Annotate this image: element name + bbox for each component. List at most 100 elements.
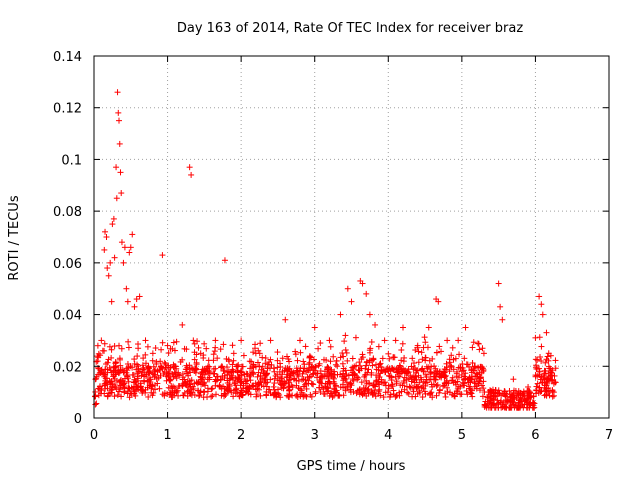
data-point: [438, 374, 445, 381]
data-point: [390, 387, 397, 394]
data-point: [552, 365, 559, 372]
data-point: [457, 365, 464, 372]
data-point: [454, 368, 461, 375]
data-point: [177, 358, 184, 365]
data-point: [349, 355, 356, 362]
data-point: [479, 382, 486, 389]
data-point: [136, 293, 143, 300]
data-point: [324, 363, 331, 370]
data-point: [118, 190, 125, 197]
data-point: [117, 356, 124, 363]
data-point: [113, 195, 120, 202]
data-point: [435, 298, 442, 305]
data-point: [135, 345, 142, 352]
data-point: [127, 244, 134, 251]
data-point: [436, 373, 443, 380]
data-point: [165, 384, 172, 391]
data-point: [92, 393, 99, 400]
data-point: [508, 397, 515, 404]
data-point: [294, 391, 301, 398]
data-point: [113, 164, 120, 171]
data-point: [398, 368, 405, 375]
data-point: [190, 337, 197, 344]
x-tick-label: 7: [605, 428, 613, 443]
data-point: [118, 345, 125, 352]
data-point: [117, 169, 124, 176]
data-point: [130, 383, 137, 390]
data-point: [442, 390, 449, 397]
data-point: [175, 383, 182, 390]
data-point: [257, 372, 264, 379]
data-point: [355, 374, 362, 381]
data-point: [189, 389, 196, 396]
data-point: [360, 390, 367, 397]
data-point: [234, 369, 241, 376]
data-point: [224, 369, 231, 376]
data-point: [416, 387, 423, 394]
data-point: [469, 359, 476, 366]
data-point: [511, 396, 518, 403]
data-point: [203, 345, 210, 352]
data-point: [536, 368, 543, 375]
data-point: [502, 393, 509, 400]
data-point: [200, 388, 207, 395]
data-point: [274, 357, 281, 364]
data-point: [183, 366, 190, 373]
data-point: [405, 390, 412, 397]
data-point: [451, 393, 458, 400]
data-point: [537, 376, 544, 383]
data-point: [162, 361, 169, 368]
data-point: [171, 384, 178, 391]
data-point: [449, 344, 456, 351]
data-point: [194, 380, 201, 387]
data-point: [193, 361, 200, 368]
data-point: [302, 343, 309, 350]
data-point: [104, 265, 111, 272]
data-point: [318, 380, 325, 387]
data-point: [415, 359, 422, 366]
data-point: [447, 362, 454, 369]
data-point: [342, 346, 349, 353]
data-point: [396, 373, 403, 380]
data-point: [243, 370, 250, 377]
data-point: [125, 378, 132, 385]
data-point: [522, 396, 529, 403]
data-point: [131, 356, 138, 363]
data-point: [141, 371, 148, 378]
data-point: [300, 391, 307, 398]
data-point: [534, 380, 541, 387]
data-point: [429, 394, 436, 401]
data-point: [105, 272, 112, 279]
data-point: [226, 375, 233, 382]
data-point: [538, 373, 545, 380]
data-point: [368, 338, 375, 345]
data-point: [243, 388, 250, 395]
data-point: [449, 374, 456, 381]
data-point: [114, 89, 121, 96]
data-point: [363, 290, 370, 297]
data-point: [104, 366, 111, 373]
data-point: [408, 363, 415, 370]
data-point: [531, 404, 538, 411]
y-tick-label: 0.04: [53, 309, 82, 324]
data-point: [101, 390, 108, 397]
data-point: [386, 355, 393, 362]
data-point: [543, 329, 550, 336]
data-point: [544, 353, 551, 360]
data-point: [436, 343, 443, 350]
data-point: [359, 280, 366, 287]
data-point: [356, 388, 363, 395]
data-point: [112, 359, 119, 366]
data-point: [547, 376, 554, 383]
data-point: [537, 388, 544, 395]
data-point: [527, 394, 534, 401]
data-point: [285, 393, 292, 400]
data-point: [460, 375, 467, 382]
data-point: [375, 343, 382, 350]
data-point: [279, 371, 286, 378]
data-point: [351, 370, 358, 377]
data-point: [340, 353, 347, 360]
data-point: [156, 385, 163, 392]
data-point: [458, 391, 465, 398]
data-point: [344, 357, 351, 364]
